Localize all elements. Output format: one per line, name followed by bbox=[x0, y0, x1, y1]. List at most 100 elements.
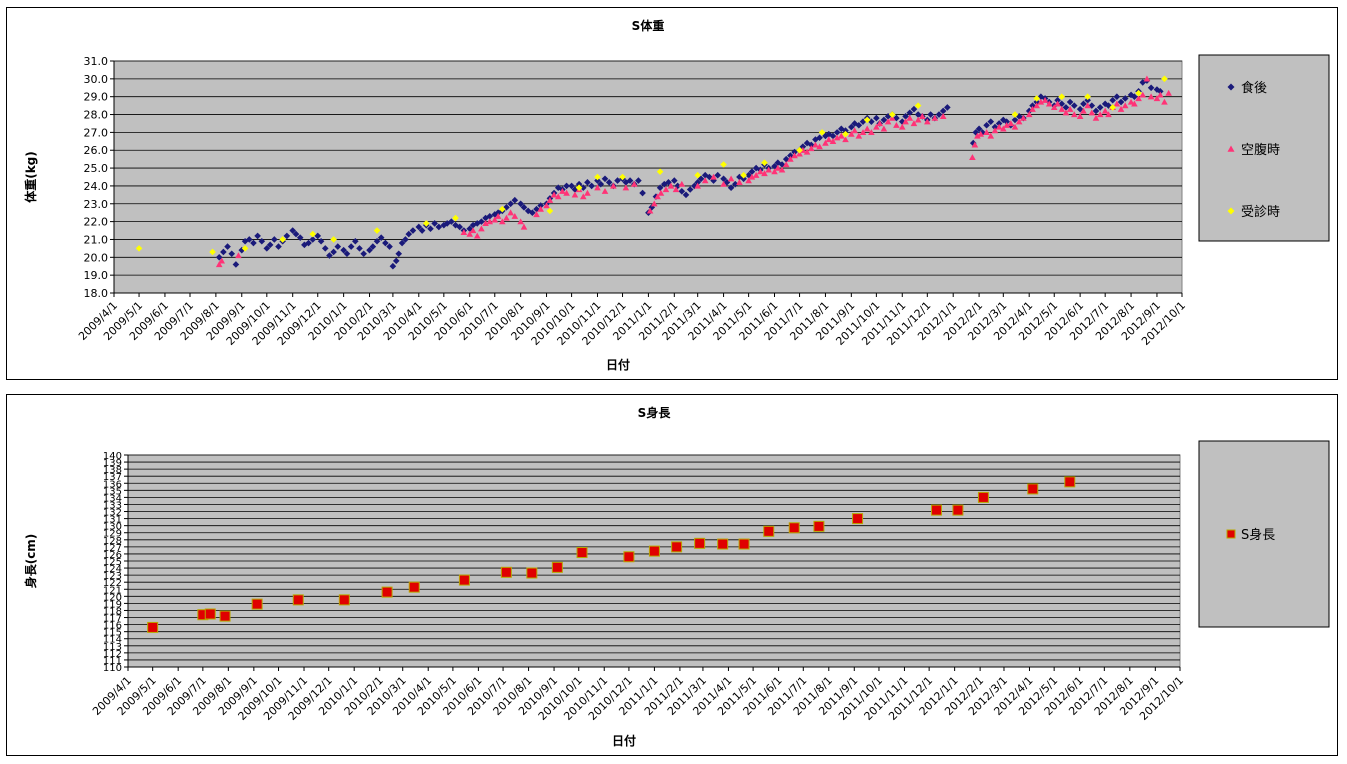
weight-data-point bbox=[1062, 109, 1070, 116]
weight-data-point bbox=[398, 239, 406, 247]
height-data-point bbox=[717, 538, 729, 550]
weight-data-point bbox=[686, 186, 694, 193]
height-y-tick-label: 135 bbox=[103, 486, 122, 497]
weight-chart-panel: S体重 18.0 19.0 20.0 21.0 22.0 23.0 24.0 25.0 26.0 2… bbox=[6, 7, 1338, 380]
weight-data-point bbox=[431, 220, 438, 227]
height-chart-group: S身長1101111121131141151161171181191201211… bbox=[23, 405, 1330, 748]
height-y-tick-label: 130 bbox=[103, 522, 122, 533]
weight-data-point bbox=[906, 114, 914, 121]
weight-data-point bbox=[701, 177, 709, 184]
weight-data-point bbox=[1015, 118, 1023, 125]
weight-data-point bbox=[706, 173, 713, 181]
weight-data-point bbox=[868, 129, 875, 136]
weight-data-point bbox=[656, 184, 664, 192]
weight-y-tick-label: 27.0 bbox=[84, 126, 109, 139]
weight-data-point bbox=[1109, 96, 1116, 104]
weight-data-point bbox=[503, 204, 510, 211]
weight-data-point bbox=[466, 225, 474, 233]
weight-data-point bbox=[893, 114, 900, 122]
weight-data-point bbox=[296, 234, 304, 241]
weight-data-point bbox=[546, 207, 554, 215]
weight-data-point bbox=[893, 121, 900, 128]
weight-data-point bbox=[1029, 105, 1036, 112]
weight-data-point bbox=[448, 218, 455, 225]
weight-data-point bbox=[1165, 89, 1172, 96]
weight-data-point bbox=[517, 200, 524, 208]
weight-data-point bbox=[656, 168, 664, 175]
weight-data-point bbox=[650, 200, 658, 207]
weight-data-point bbox=[469, 221, 477, 229]
weight-data-point bbox=[873, 123, 880, 130]
height-data-point bbox=[500, 566, 512, 578]
weight-series-2 bbox=[135, 75, 1168, 256]
weight-data-point bbox=[347, 243, 355, 250]
weight-data-point bbox=[343, 250, 351, 258]
weight-data-point bbox=[662, 186, 670, 193]
weight-data-point bbox=[1131, 93, 1138, 100]
weight-data-point bbox=[927, 111, 934, 118]
weight-data-point bbox=[418, 227, 426, 234]
weight-data-point bbox=[1070, 102, 1078, 109]
weight-data-point bbox=[232, 261, 240, 268]
weight-data-point bbox=[720, 180, 727, 187]
weight-data-point bbox=[825, 136, 833, 143]
weight-data-point bbox=[427, 225, 434, 233]
weight-data-point bbox=[873, 114, 880, 122]
weight-y-tick-label: 20.0 bbox=[84, 251, 109, 264]
weight-data-point bbox=[691, 182, 698, 190]
weight-data-point bbox=[529, 209, 536, 216]
weight-data-point bbox=[1092, 114, 1100, 121]
weight-data-point bbox=[1084, 96, 1091, 104]
weight-data-point bbox=[987, 118, 995, 125]
weight-data-point bbox=[799, 143, 807, 150]
weight-data-point bbox=[714, 171, 722, 179]
weight-y-tick-label: 23.0 bbox=[84, 198, 109, 211]
weight-data-point bbox=[1033, 95, 1041, 102]
weight-legend-marker bbox=[1227, 83, 1235, 91]
weight-data-point bbox=[667, 182, 675, 189]
weight-data-point bbox=[275, 243, 282, 250]
weight-data-point bbox=[991, 127, 999, 134]
weight-data-point bbox=[914, 116, 922, 123]
weight-data-point bbox=[757, 168, 764, 175]
weight-data-point bbox=[537, 205, 544, 212]
weight-data-point bbox=[979, 129, 986, 136]
weight-data-point bbox=[1147, 84, 1155, 92]
height-series-0 bbox=[147, 476, 1076, 633]
weight-data-point bbox=[423, 220, 430, 227]
height-y-tick-label: 133 bbox=[103, 500, 122, 511]
weight-data-point bbox=[833, 134, 841, 141]
weight-data-point bbox=[507, 209, 514, 216]
weight-data-point bbox=[842, 136, 849, 143]
weight-data-point bbox=[1156, 91, 1164, 98]
weight-data-point bbox=[619, 173, 626, 181]
height-legend: S身長 bbox=[1198, 440, 1330, 628]
weight-data-point bbox=[588, 182, 595, 190]
height-data-point bbox=[381, 586, 393, 598]
weight-data-point bbox=[1117, 98, 1125, 106]
height-data-point bbox=[219, 610, 231, 622]
weight-data-point bbox=[822, 139, 829, 146]
weight-data-point bbox=[859, 118, 867, 125]
weight-data-point bbox=[584, 179, 591, 186]
weight-data-point bbox=[1000, 125, 1007, 132]
weight-data-point bbox=[215, 254, 223, 261]
weight-data-point bbox=[498, 218, 506, 225]
height-data-point bbox=[852, 513, 864, 525]
weight-data-point bbox=[1147, 93, 1155, 100]
height-y-tick-label: 111 bbox=[103, 656, 122, 667]
weight-data-point bbox=[639, 189, 646, 197]
weight-data-point bbox=[682, 191, 690, 199]
weight-data-point bbox=[405, 230, 413, 238]
weight-data-point bbox=[279, 236, 286, 243]
weight-data-point bbox=[1084, 102, 1091, 109]
weight-data-point bbox=[1105, 111, 1112, 118]
weight-legend-marker bbox=[1227, 145, 1235, 152]
weight-data-point bbox=[469, 227, 477, 234]
weight-data-point bbox=[1161, 98, 1168, 105]
height-y-tick-label: 128 bbox=[103, 536, 122, 547]
height-data-point bbox=[788, 522, 800, 534]
height-data-point bbox=[694, 537, 706, 549]
weight-data-point bbox=[389, 262, 397, 270]
height-y-tick-label: 125 bbox=[103, 557, 122, 568]
